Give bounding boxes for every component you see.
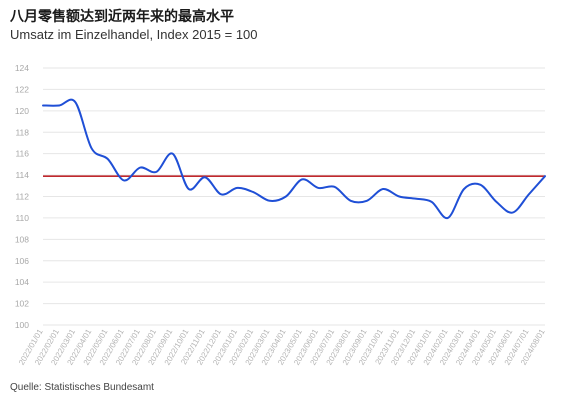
data-point [382, 188, 384, 190]
data-point [512, 212, 514, 214]
data-point [495, 201, 497, 203]
data-point [301, 178, 303, 180]
data-point [204, 176, 206, 178]
y-tick-label: 114 [15, 170, 29, 180]
data-point [155, 171, 157, 173]
data-point [123, 179, 125, 181]
data-point [58, 104, 60, 106]
data-point [285, 196, 287, 198]
source-note: Quelle: Statistisches Bundesamt [10, 382, 154, 393]
y-tick-label: 116 [15, 149, 29, 159]
y-tick-label: 108 [15, 234, 29, 244]
y-tick-label: 118 [15, 127, 29, 137]
data-point [188, 188, 190, 190]
data-point [139, 167, 141, 169]
chart-title: 八月零售额达到近两年来的最高水平 [10, 9, 234, 25]
y-tick-label: 106 [15, 256, 29, 266]
data-point [220, 193, 222, 195]
y-tick-label: 120 [15, 106, 29, 116]
data-point [74, 101, 76, 103]
data-point [350, 200, 352, 202]
y-tick-label: 110 [15, 213, 29, 223]
data-point [333, 186, 335, 188]
data-point [253, 191, 255, 193]
y-tick-label: 112 [15, 192, 29, 202]
y-tick-label: 100 [15, 320, 29, 330]
data-point [269, 200, 271, 202]
chart-subtitle: Umsatz im Einzelhandel, Index 2015 = 100 [10, 27, 258, 42]
data-point [366, 200, 368, 202]
data-point [317, 187, 319, 189]
data-point [479, 184, 481, 186]
data-point [91, 147, 93, 149]
data-point [107, 158, 109, 160]
y-tick-label: 124 [15, 63, 29, 73]
data-point [431, 201, 433, 203]
y-tick-label: 104 [15, 277, 29, 287]
series-line [42, 98, 546, 219]
data-point [42, 104, 44, 106]
data-point [172, 153, 174, 155]
y-tick-label: 102 [15, 299, 29, 309]
data-point [414, 198, 416, 200]
data-point [236, 187, 238, 189]
y-tick-label: 122 [15, 84, 29, 94]
data-point [398, 196, 400, 198]
data-point [544, 175, 546, 177]
data-point [528, 193, 530, 195]
data-point [447, 217, 449, 219]
data-point [463, 188, 465, 190]
